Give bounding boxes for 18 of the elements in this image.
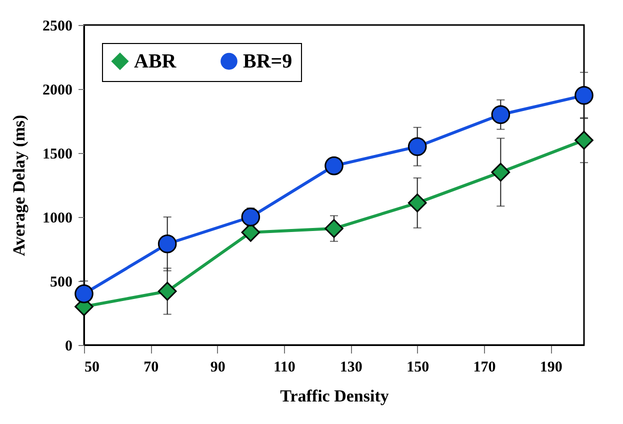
y-tick-label: 0: [65, 338, 72, 354]
legend-label: BR=9: [243, 50, 292, 72]
y-tick-label: 1000: [42, 210, 72, 226]
y-tick-label: 500: [50, 274, 72, 290]
x-tick-label: 110: [274, 360, 296, 376]
y-tick-label: 2500: [42, 18, 72, 34]
y-tick-label: 2000: [42, 82, 72, 98]
y-tick-label: 1500: [42, 146, 72, 162]
legend-label: ABR: [134, 50, 177, 72]
x-tick-label: 70: [144, 360, 159, 376]
x-tick-label: 50: [84, 360, 100, 376]
x-tick-label: 190: [540, 360, 562, 376]
x-tick-label: 170: [473, 360, 496, 376]
y-axis-title: Average Delay (ms): [10, 114, 28, 256]
x-tick-label: 130: [340, 360, 362, 376]
x-axis-title: Traffic Density: [280, 386, 390, 406]
x-tick-label: 150: [406, 360, 430, 376]
x-tick-label: 90: [210, 360, 226, 376]
